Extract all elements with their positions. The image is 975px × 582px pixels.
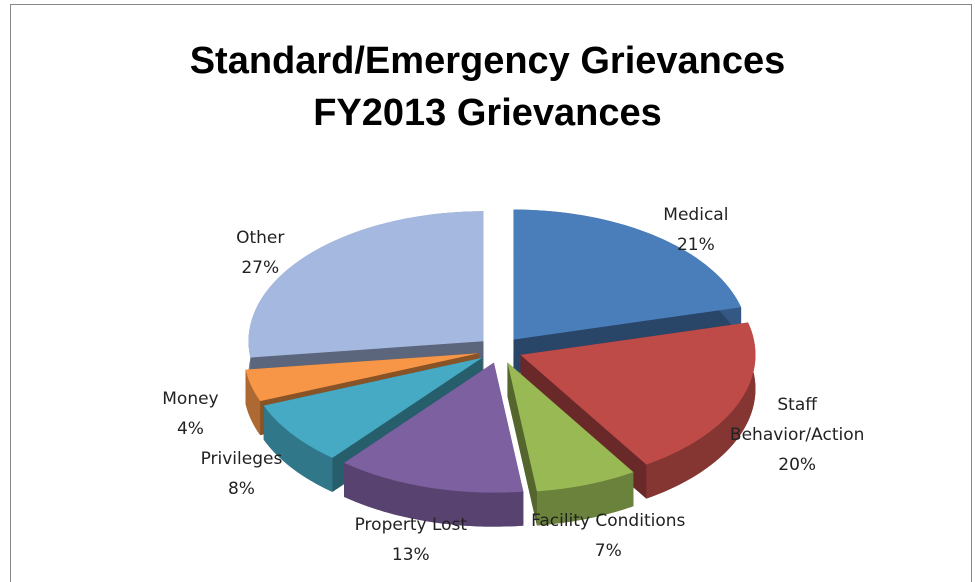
category-label: Privileges: [200, 448, 283, 469]
value-label: 13%: [391, 544, 430, 565]
slice: [507, 362, 634, 492]
value-label: 21%: [676, 235, 715, 256]
slice: [263, 357, 483, 458]
category-label: Facility Conditions: [531, 511, 686, 532]
slice: [245, 353, 479, 402]
data-label: Staff Behavior/Action 20%: [712, 390, 882, 480]
data-label: Other 27%: [175, 223, 345, 283]
slice-side: [263, 405, 333, 492]
value-label: 8%: [227, 478, 255, 499]
value-label: 27%: [241, 258, 280, 279]
value-label: 7%: [594, 541, 622, 562]
category-label: Medical: [663, 205, 729, 226]
chart-subtitle: FY2013 Grievances: [313, 92, 662, 134]
slice: [513, 209, 742, 340]
value-label: 20%: [778, 455, 817, 476]
category-label: Money: [162, 388, 219, 409]
data-label: Privileges 8%: [156, 444, 326, 504]
slice-side: [536, 472, 634, 526]
slice-side: [245, 369, 261, 436]
slice-side: [646, 322, 756, 499]
slice-side: [507, 362, 537, 526]
slice-side: [344, 462, 524, 527]
data-label: Property Lost 13%: [326, 510, 496, 570]
chart-title: Standard/Emergency Grievances: [189, 40, 786, 82]
category-label: Other: [236, 228, 285, 249]
value-label: 4%: [176, 418, 204, 439]
data-label: Medical 21%: [611, 200, 781, 260]
slice: [344, 362, 524, 493]
slice: [520, 322, 756, 465]
slice: [248, 211, 484, 358]
chart-frame: [10, 4, 972, 582]
category-label: Staff Behavior/Action: [729, 395, 865, 446]
category-label: Property Lost: [354, 514, 468, 535]
data-label: Money 4%: [105, 384, 275, 444]
data-label: Facility Conditions 7%: [523, 506, 693, 566]
